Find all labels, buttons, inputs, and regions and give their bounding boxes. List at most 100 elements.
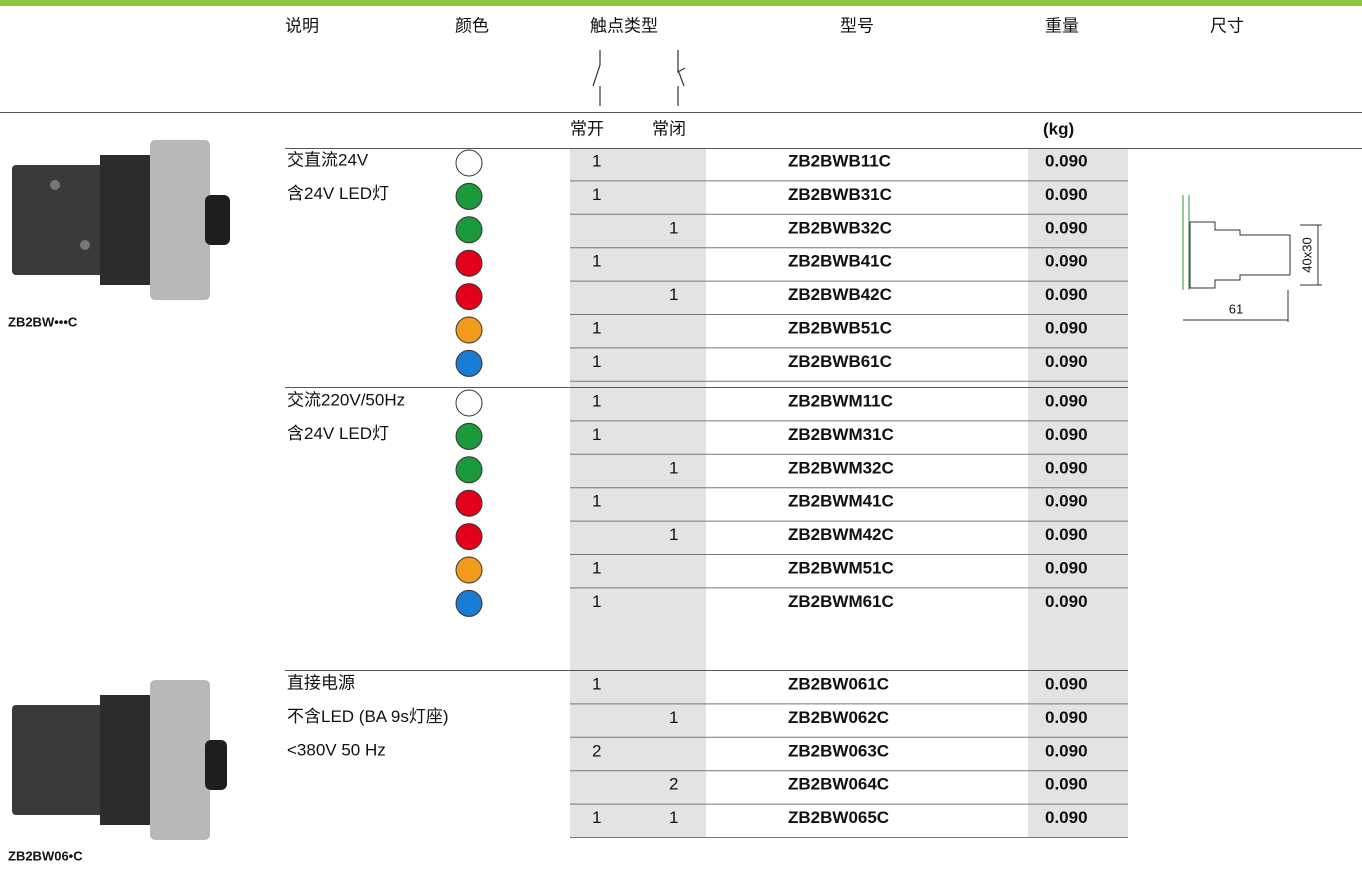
weight: 0.090 — [1045, 151, 1088, 170]
description: 直接电源 — [287, 673, 355, 692]
product-image-1 — [12, 140, 230, 300]
normally-open: 1 — [592, 318, 601, 337]
weight: 0.090 — [1045, 285, 1088, 304]
color-indicator — [455, 216, 483, 244]
subcolumn-header: 常闭 — [652, 119, 686, 138]
description: 含24V LED灯 — [287, 184, 389, 203]
weight: 0.090 — [1045, 391, 1088, 410]
normally-open: 1 — [592, 185, 601, 204]
weight: 0.090 — [1045, 558, 1088, 577]
model: ZB2BWB31C — [788, 185, 892, 204]
description: <380V 50 Hz — [287, 740, 386, 759]
normally-closed: 1 — [669, 285, 678, 304]
model: ZB2BWM11C — [788, 391, 893, 410]
color-indicator — [455, 456, 483, 484]
weight: 0.090 — [1045, 808, 1088, 827]
description: 不含LED (BA 9s灯座) — [287, 707, 449, 726]
description: 交流220V/50Hz — [287, 390, 405, 409]
normally-closed: 1 — [669, 808, 678, 827]
normally-closed: 1 — [669, 525, 678, 544]
column-header: 重量 — [1045, 16, 1079, 35]
normally-open: 1 — [592, 558, 601, 577]
color-indicator — [455, 389, 483, 417]
weight: 0.090 — [1045, 252, 1088, 271]
subcolumn-header: 常开 — [570, 119, 604, 138]
weight: 0.090 — [1045, 218, 1088, 237]
model: ZB2BWB61C — [788, 352, 892, 371]
model: ZB2BWB51C — [788, 318, 892, 337]
model: ZB2BWB32C — [788, 218, 892, 237]
normally-open: 1 — [592, 252, 601, 271]
model: ZB2BW062C — [788, 708, 889, 727]
normally-closed: 1 — [669, 218, 678, 237]
description: 含24V LED灯 — [287, 424, 389, 443]
image-caption: ZB2BW06•C — [8, 848, 83, 863]
top-bar — [0, 0, 1362, 6]
weight: 0.090 — [1045, 352, 1088, 371]
weight: 0.090 — [1045, 741, 1088, 760]
weight: 0.090 — [1045, 775, 1088, 794]
column-header: 触点类型 — [590, 16, 658, 35]
normally-open: 1 — [592, 352, 601, 371]
column-header: 尺寸 — [1210, 16, 1244, 35]
contact-column-bg — [570, 148, 706, 838]
model: ZB2BW063C — [788, 741, 889, 760]
model: ZB2BW064C — [788, 775, 889, 794]
color-indicator — [455, 149, 483, 177]
model: ZB2BWM51C — [788, 558, 894, 577]
color-indicator — [455, 589, 483, 617]
color-indicator — [455, 249, 483, 277]
model: ZB2BWM32C — [788, 458, 894, 477]
model: ZB2BWB11C — [788, 151, 891, 170]
normally-open: 1 — [592, 492, 601, 511]
normally-open: 1 — [592, 391, 601, 410]
color-indicator — [455, 182, 483, 210]
weight: 0.090 — [1045, 458, 1088, 477]
model: ZB2BWB42C — [788, 285, 892, 304]
model: ZB2BWM31C — [788, 425, 894, 444]
weight: 0.090 — [1045, 708, 1088, 727]
description: 交直流24V — [287, 150, 369, 169]
normally-closed: 1 — [669, 458, 678, 477]
color-indicator — [455, 523, 483, 551]
model: ZB2BWM42C — [788, 525, 894, 544]
color-indicator — [455, 489, 483, 517]
weight: 0.090 — [1045, 318, 1088, 337]
model: ZB2BW061C — [788, 674, 889, 693]
weight: 0.090 — [1045, 185, 1088, 204]
color-indicator — [455, 422, 483, 450]
column-header: 颜色 — [455, 16, 489, 35]
weight-column-bg — [1028, 148, 1128, 838]
dimension-height: 40x30 — [1299, 237, 1314, 272]
normally-open: 1 — [592, 592, 601, 611]
dimension-width: 61 — [1229, 301, 1243, 316]
normally-closed: 2 — [669, 775, 678, 794]
weight: 0.090 — [1045, 425, 1088, 444]
weight: 0.090 — [1045, 525, 1088, 544]
color-indicator — [455, 556, 483, 584]
normally-open: 1 — [592, 425, 601, 444]
subcolumn-header: (kg) — [1043, 119, 1074, 138]
weight: 0.090 — [1045, 492, 1088, 511]
color-indicator — [455, 316, 483, 344]
normally-open: 1 — [592, 808, 601, 827]
image-caption: ZB2BW•••C — [8, 314, 78, 329]
color-indicator — [455, 283, 483, 311]
column-header: 型号 — [840, 16, 874, 35]
model: ZB2BWM61C — [788, 592, 894, 611]
product-image-2 — [12, 680, 227, 840]
model: ZB2BW065C — [788, 808, 889, 827]
column-header: 说明 — [285, 16, 319, 35]
normally-closed: 1 — [669, 708, 678, 727]
model: ZB2BWM41C — [788, 492, 894, 511]
color-indicator — [455, 349, 483, 377]
normally-open: 2 — [592, 741, 601, 760]
normally-open: 1 — [592, 151, 601, 170]
dimension-drawing — [1182, 195, 1322, 322]
contact-symbols — [592, 50, 686, 106]
normally-open: 1 — [592, 674, 601, 693]
weight: 0.090 — [1045, 674, 1088, 693]
model: ZB2BWB41C — [788, 252, 892, 271]
